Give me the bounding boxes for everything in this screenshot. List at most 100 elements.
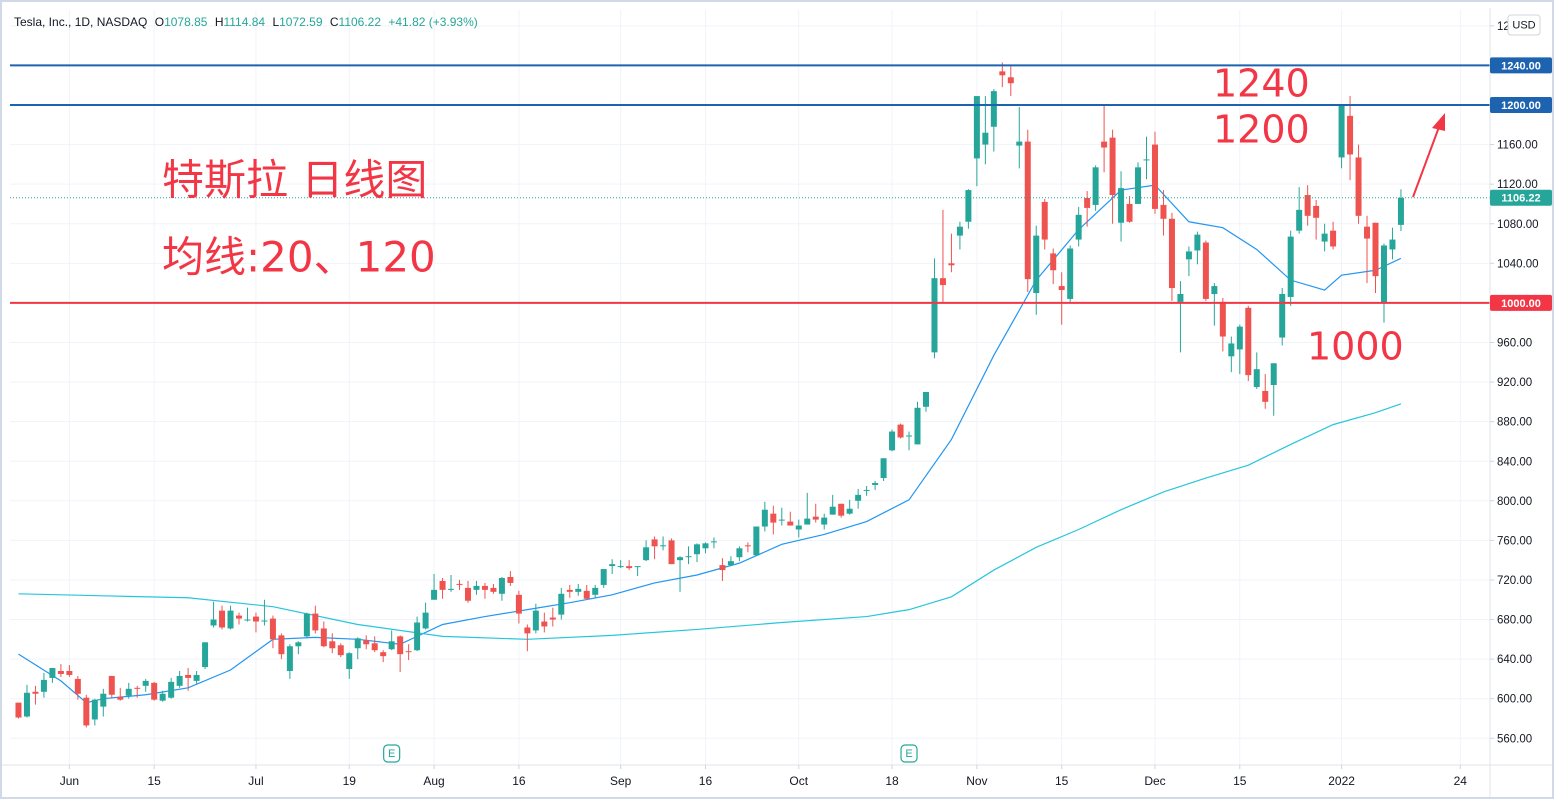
y-tick-label: 720.00 (1497, 575, 1532, 587)
candle-body (939, 278, 946, 286)
candle-body (609, 564, 616, 567)
plot (15, 62, 1404, 728)
candle-body (693, 544, 700, 555)
candle-body (117, 696, 124, 700)
y-tick-label: 800.00 (1497, 496, 1532, 508)
candle-body (125, 688, 132, 696)
candle-body (1245, 307, 1252, 376)
candle-body (83, 697, 90, 726)
candle-body (1016, 141, 1023, 146)
candle-body (219, 610, 226, 628)
candle-body (1092, 167, 1099, 205)
candle-body (583, 590, 590, 599)
candle-body (778, 519, 785, 521)
x-tick-label: Oct (789, 774, 808, 788)
x-tick-label: Aug (423, 774, 444, 788)
y-tick-label: 560.00 (1497, 733, 1532, 745)
y-tick-label: 1160.00 (1497, 140, 1538, 152)
x-tick-label: Nov (966, 774, 987, 788)
candle-body (1287, 236, 1294, 297)
candle-body (617, 566, 624, 568)
candle-body (990, 91, 997, 127)
candle-body (948, 263, 955, 266)
candle-body (1050, 253, 1057, 271)
candle-body (965, 190, 972, 222)
candle-body (1135, 167, 1142, 204)
candle-body (1143, 159, 1150, 161)
candle-body (999, 71, 1006, 76)
candle-body (363, 640, 370, 645)
candle-body (651, 539, 658, 547)
legend-key: L (272, 15, 279, 29)
candle-body (1194, 234, 1201, 251)
candle-body (1033, 235, 1040, 294)
candle-body (57, 670, 64, 674)
candle-body (1330, 230, 1337, 247)
candle-body (634, 566, 641, 568)
candle-body (736, 548, 743, 558)
candle-body (897, 424, 904, 438)
candle-body (456, 583, 463, 585)
candle-body (1151, 144, 1158, 209)
axes: 560.00 600.00 640.00 680.00 720.00 760.00 800.… (60, 21, 1552, 788)
candle-body (32, 691, 39, 694)
candle-body (1313, 205, 1320, 218)
candle-body (1236, 326, 1243, 350)
symbol: Tesla, Inc., 1D, NASDAQ (14, 15, 147, 29)
candle-body (821, 517, 828, 525)
arrow-head (1432, 113, 1445, 131)
candle-body (804, 518, 811, 525)
candle-body (685, 556, 692, 558)
candle-body (922, 391, 929, 407)
candle-body (626, 566, 633, 569)
level-label-box (1490, 96, 1552, 113)
candle-body (15, 702, 22, 718)
event-label: E (905, 748, 912, 760)
candle-body (1270, 363, 1277, 386)
candle-body (176, 675, 183, 686)
candle-body (1118, 188, 1125, 223)
y-tick-label: 1040.00 (1497, 258, 1539, 270)
candle-body (397, 636, 404, 655)
candle-body (388, 641, 395, 650)
last-price-label: 1106.22 (1501, 193, 1540, 205)
candle-body (159, 693, 166, 701)
legend-value: 1114.84 (223, 15, 265, 29)
legend-change: +41.82 (+3.93%) (388, 15, 477, 29)
candle-body (838, 503, 845, 516)
x-tick-label: 16 (512, 774, 526, 788)
candle-body (74, 678, 81, 694)
level-label-box (1490, 57, 1552, 74)
candle-body (303, 613, 310, 637)
candle-body (1253, 369, 1260, 388)
last-price-box (1490, 189, 1552, 206)
candle-body (1338, 104, 1345, 158)
candle-body (1185, 251, 1192, 260)
candle-body (405, 651, 412, 653)
candle-body (702, 543, 709, 549)
candle-body (812, 516, 819, 520)
candle-body (269, 618, 276, 640)
candle-body (541, 621, 548, 627)
currency-box[interactable] (1507, 14, 1541, 36)
candle-body (549, 617, 556, 620)
x-tick-label: Jul (248, 774, 263, 788)
candle-body (91, 699, 98, 720)
candle-body (286, 646, 293, 671)
candle-body (1075, 214, 1082, 240)
candle-body (346, 653, 353, 670)
x-tick-label: 19 (343, 774, 357, 788)
candle-body (210, 619, 217, 626)
candle-body (1389, 239, 1396, 250)
candle-body (795, 525, 802, 530)
event-marker (383, 744, 401, 763)
candle-body (227, 610, 234, 629)
candle-body (295, 642, 302, 647)
candle-body (863, 489, 870, 491)
candle-body (592, 587, 599, 595)
x-tick-label: Sep (610, 774, 632, 788)
candle-body (1084, 198, 1091, 208)
candle-body (422, 612, 429, 629)
